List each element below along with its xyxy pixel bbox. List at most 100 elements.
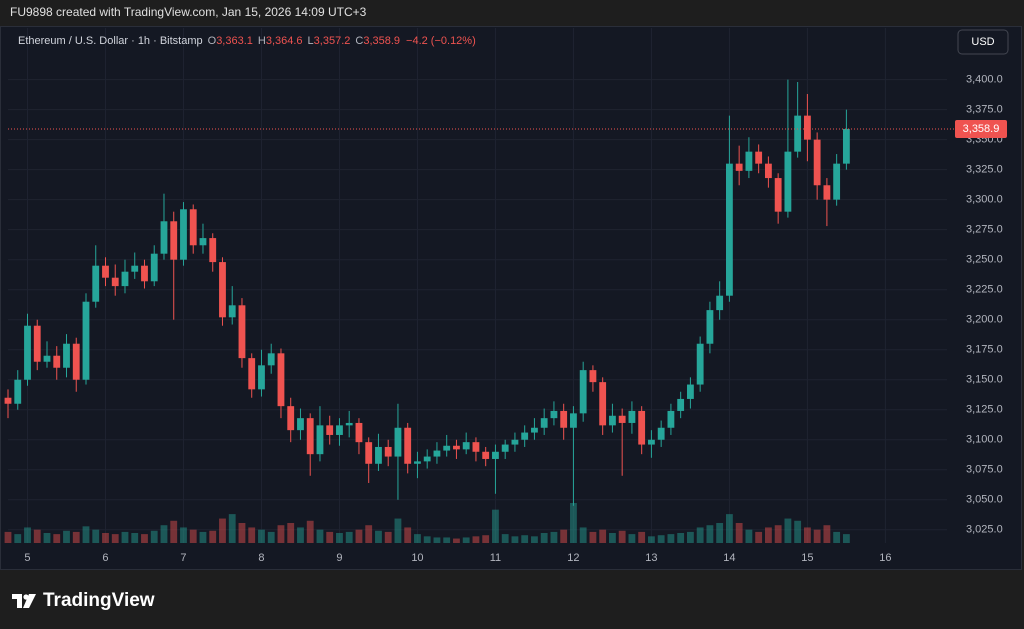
symbol-title: Ethereum / U.S. Dollar · 1h · Bitstamp: [18, 35, 203, 47]
logo-text: TradingView: [43, 590, 155, 611]
candle-body: [92, 265, 100, 302]
x-tick-label: 7: [180, 552, 186, 564]
candle-body: [121, 271, 129, 287]
candle-body: [131, 265, 139, 272]
last-price-box: [955, 119, 1007, 138]
currency-label[interactable]: USD: [971, 36, 994, 48]
volume-bar: [803, 527, 811, 543]
candle-body: [365, 442, 373, 464]
volume-bar: [560, 529, 568, 543]
x-tick-label: 9: [336, 552, 342, 564]
candle-body: [716, 295, 724, 311]
y-tick-label: 3,275.0: [966, 224, 1003, 236]
volume-bar: [180, 527, 187, 543]
candle-body: [492, 451, 499, 459]
volume-bar: [336, 533, 343, 543]
candle-body: [755, 151, 763, 164]
volume-bar: [345, 531, 353, 543]
candle-body: [414, 461, 421, 464]
logo-icon: [12, 594, 22, 608]
candle-body: [677, 398, 685, 411]
candle-body: [648, 439, 655, 445]
currency-button[interactable]: [957, 29, 1009, 55]
candle-body: [774, 178, 782, 212]
volume-bar: [589, 531, 597, 543]
candle-body: [462, 442, 470, 450]
candle-body: [102, 265, 109, 278]
candle-body: [618, 415, 626, 423]
x-tick-label: 12: [567, 552, 579, 564]
volume-bar: [813, 529, 821, 543]
y-tick-label: 3,025.0: [966, 524, 1003, 536]
candle-body: [238, 305, 246, 359]
volume-bar: [540, 533, 548, 543]
volume-bar: [43, 533, 51, 543]
candle-body: [501, 444, 509, 452]
candle-body: [228, 305, 236, 318]
candle-body: [160, 221, 168, 254]
y-tick-label: 3,175.0: [966, 344, 1003, 356]
volume-bar: [92, 529, 100, 543]
volume-bar: [677, 533, 685, 543]
candle-body: [326, 425, 334, 435]
volume-bar: [267, 531, 275, 543]
logo-icon: [23, 594, 36, 608]
volume-bar: [842, 534, 850, 543]
volume-bar: [472, 536, 480, 543]
volume-bar: [823, 525, 831, 543]
y-tick-label: 3,375.0: [966, 104, 1003, 116]
ohlc-label: L: [308, 35, 314, 47]
volume-bar: [443, 537, 451, 543]
last-price-label: 3,358.9: [963, 123, 1000, 135]
volume-bar: [209, 530, 217, 543]
candle-body: [687, 384, 694, 399]
candle-body: [453, 445, 460, 450]
volume-bar: [482, 535, 490, 543]
y-tick-label: 3,400.0: [966, 74, 1003, 86]
candle-body: [24, 325, 31, 380]
volume-bar: [433, 537, 441, 543]
grid: [8, 28, 947, 543]
x-tick-label: 16: [879, 552, 891, 564]
candle-body: [725, 163, 733, 296]
volume-bar: [833, 531, 841, 543]
candle-body: [560, 410, 568, 428]
x-tick-label: 11: [490, 552, 501, 564]
candle-body: [531, 427, 538, 433]
volume-bar: [102, 533, 109, 543]
candle-body: [609, 415, 616, 426]
volume-bar: [248, 527, 256, 543]
volume-bar: [570, 503, 577, 543]
candle-body: [404, 427, 412, 464]
candle-body: [33, 325, 41, 362]
volume-bar: [657, 535, 665, 543]
volume-bar: [501, 534, 509, 543]
y-tick-label: 3,100.0: [966, 434, 1003, 446]
candle-body: [199, 238, 207, 246]
candle-body: [764, 163, 772, 179]
volume-bar: [745, 529, 753, 543]
candle-body: [540, 418, 548, 428]
candle-body: [833, 163, 841, 200]
candle-body: [248, 358, 256, 390]
candle-body: [511, 439, 519, 445]
volume-bar: [228, 514, 236, 543]
volume-bar: [599, 529, 607, 543]
change: −4.2 (−0.12%): [406, 35, 476, 47]
candle-body: [375, 446, 382, 464]
volume-bar: [150, 530, 158, 543]
candle-body: [82, 301, 90, 380]
x-tick-label: 10: [411, 552, 423, 564]
candle-body: [667, 410, 675, 428]
y-tick-label: 3,325.0: [966, 164, 1003, 176]
candle-body: [823, 185, 831, 200]
volume-bar: [784, 518, 792, 543]
candle-body: [209, 238, 217, 263]
candle-body: [287, 406, 295, 431]
volume-bar: [716, 523, 724, 543]
volume-bar: [423, 536, 431, 543]
candle-body: [589, 370, 597, 383]
volume-bar: [316, 529, 324, 543]
y-tick-label: 3,050.0: [966, 494, 1003, 506]
